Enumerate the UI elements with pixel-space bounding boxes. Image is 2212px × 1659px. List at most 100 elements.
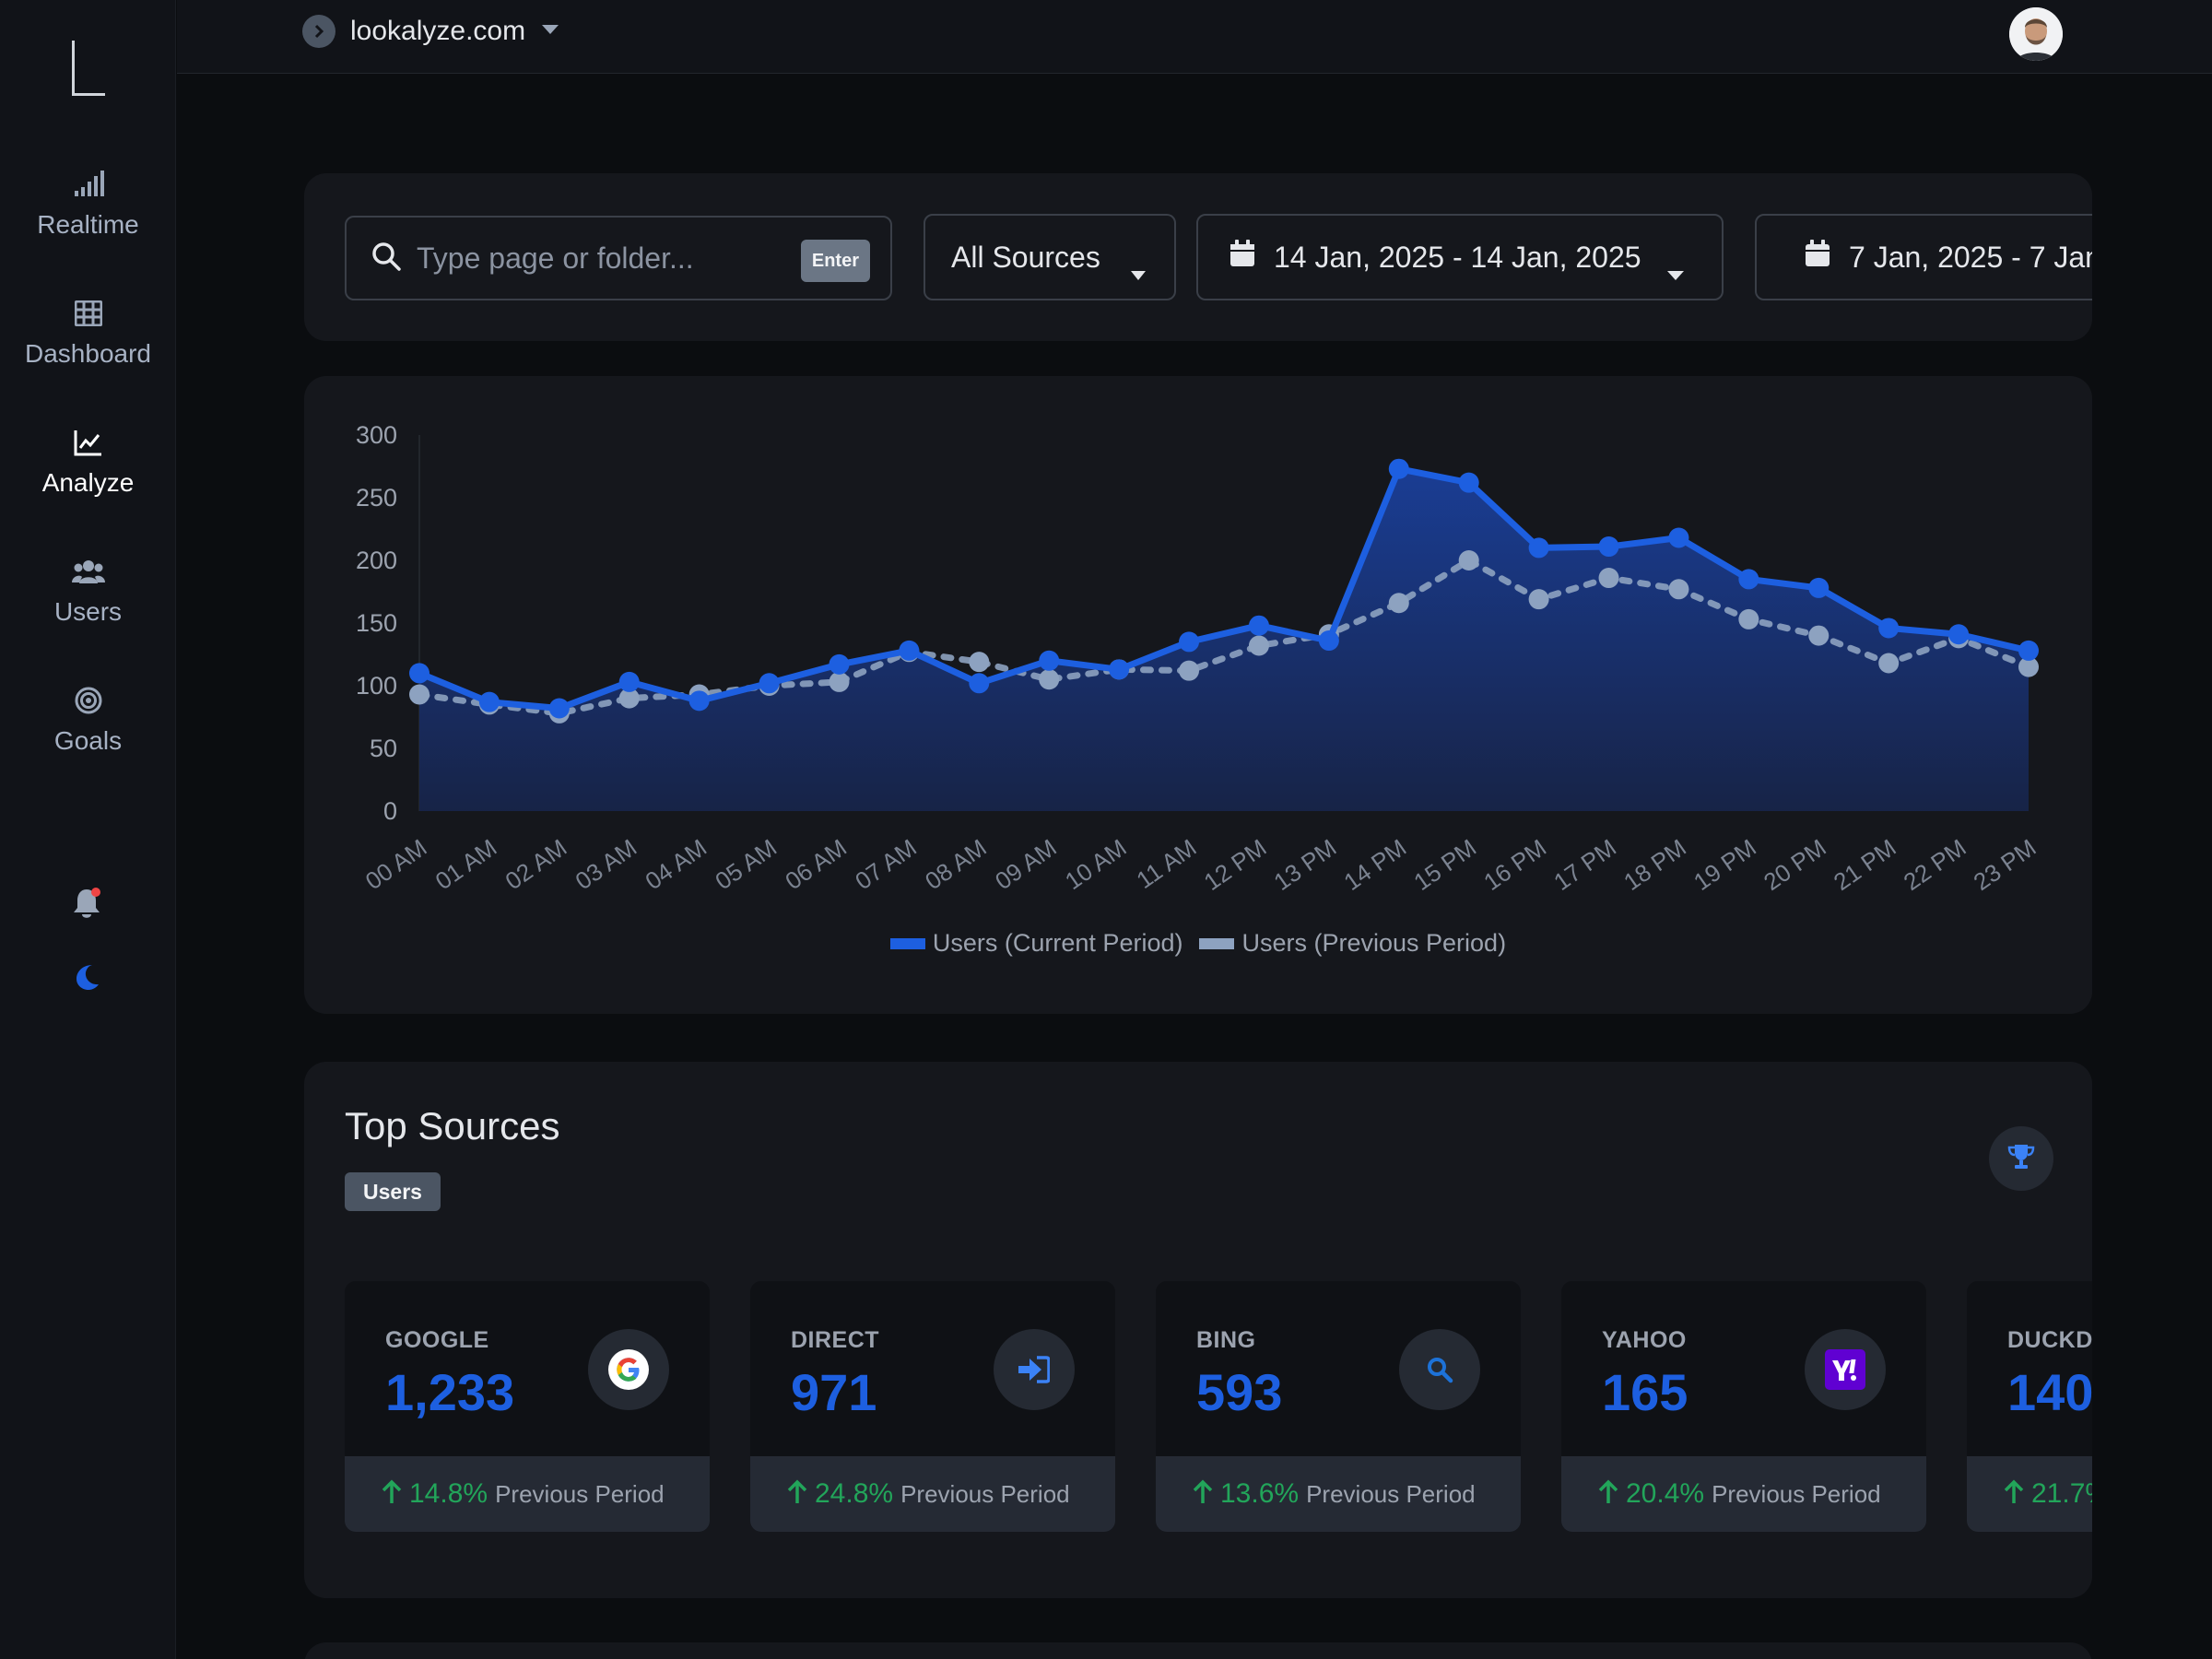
previous-period-point[interactable] <box>1598 568 1619 589</box>
source-tile-duckduckgo[interactable]: DUCKDUCKGO 140 21.7% Previous Period <box>1967 1281 2092 1532</box>
source-change: 13.6% <box>1220 1478 1300 1509</box>
current-period-point[interactable] <box>1318 630 1339 652</box>
previous-period-point[interactable] <box>2018 656 2039 677</box>
source-tile-bing[interactable]: BING 593 13.6% Previous Period <box>1156 1281 1521 1532</box>
current-period-point[interactable] <box>2018 640 2039 661</box>
previous-period-point[interactable] <box>1179 660 1200 681</box>
source-tile-yahoo[interactable]: YAHOO 165 20.4% Previous Period <box>1561 1281 1926 1532</box>
previous-period-point[interactable] <box>1248 635 1269 656</box>
source-tile-google[interactable]: GOOGLE 1,233 14.8% Previous Period <box>345 1281 710 1532</box>
current-date-text: 14 Jan, 2025 - 14 Jan, 2025 <box>1274 240 1641 274</box>
previous-period-point[interactable] <box>618 688 640 709</box>
metric-chip[interactable]: Users <box>345 1172 441 1211</box>
current-period-point[interactable] <box>1878 618 1900 639</box>
current-period-line <box>418 465 2030 712</box>
current-period-point[interactable] <box>899 640 920 661</box>
current-period-point[interactable] <box>618 671 640 692</box>
current-period-point[interactable] <box>1668 527 1689 548</box>
legend-previous[interactable]: Users (Previous Period) <box>1199 929 1506 958</box>
search-icon <box>1399 1329 1480 1410</box>
google-icon <box>588 1329 669 1410</box>
source-change: 20.4% <box>1626 1478 1705 1509</box>
source-name: BING <box>1196 1327 1256 1353</box>
previous-period-point[interactable] <box>409 684 429 705</box>
current-period-point[interactable] <box>1458 472 1479 493</box>
y-tick-label: 300 <box>356 421 397 449</box>
x-tick-label: 18 PM <box>1618 833 1691 896</box>
current-period-point[interactable] <box>688 690 710 712</box>
line-chart-icon <box>74 422 103 463</box>
page-search[interactable]: Enter <box>345 216 892 300</box>
chart-legend: Users (Current Period) Users (Previous P… <box>304 929 2092 958</box>
current-period-point[interactable] <box>1388 458 1409 479</box>
y-tick-label: 100 <box>356 672 397 700</box>
current-period-point[interactable] <box>829 653 850 675</box>
previous-period-point[interactable] <box>1668 579 1689 600</box>
nav-users[interactable]: Users <box>0 551 176 662</box>
y-tick-label: 200 <box>356 547 397 574</box>
nav-dashboard[interactable]: Dashboard <box>0 293 176 404</box>
source-caption: Previous Period <box>495 1479 665 1508</box>
x-tick-label: 15 PM <box>1408 833 1481 896</box>
site-switcher[interactable]: lookalyze.com <box>302 15 560 48</box>
user-avatar[interactable] <box>2009 7 2063 61</box>
current-period-point[interactable] <box>1808 577 1830 598</box>
dark-mode-moon-icon[interactable] <box>68 959 105 995</box>
x-tick-label: 01 AM <box>430 833 502 895</box>
previous-period-point[interactable] <box>1388 593 1409 614</box>
previous-period-point[interactable] <box>1528 589 1549 610</box>
notifications-bell-icon[interactable] <box>68 885 105 922</box>
source-caption: Previous Period <box>1712 1479 1881 1508</box>
current-period-point[interactable] <box>1179 631 1200 653</box>
x-tick-label: 22 PM <box>1899 833 1971 896</box>
current-period-point[interactable] <box>548 698 570 719</box>
search-input[interactable] <box>417 241 785 276</box>
nav-realtime[interactable]: Realtime <box>0 164 176 275</box>
source-change: 21.7% <box>2031 1478 2092 1509</box>
app-logo[interactable] <box>72 41 105 96</box>
previous-date-range[interactable]: 7 Jan, 2025 - 7 Jan, 2025 <box>1755 214 2092 300</box>
current-period-point[interactable] <box>1039 650 1060 671</box>
legend-current[interactable]: Users (Current Period) <box>889 929 1182 958</box>
caret-down-icon <box>1130 254 1147 288</box>
previous-period-point[interactable] <box>1458 550 1479 571</box>
previous-period-point[interactable] <box>969 652 990 673</box>
current-period-point[interactable] <box>409 663 429 684</box>
previous-period-point[interactable] <box>1808 625 1830 646</box>
previous-period-point[interactable] <box>1039 669 1060 690</box>
previous-period-point[interactable] <box>829 671 850 692</box>
source-value: 971 <box>791 1363 877 1421</box>
current-period-point[interactable] <box>1738 569 1759 590</box>
calendar-icon <box>1230 240 1255 275</box>
x-tick-label: 19 PM <box>1688 833 1761 896</box>
current-period-point[interactable] <box>759 673 780 694</box>
current-period-point[interactable] <box>1598 536 1619 558</box>
source-select[interactable]: All Sources <box>924 214 1176 300</box>
current-period-point[interactable] <box>478 691 500 712</box>
source-caption: Previous Period <box>1306 1479 1476 1508</box>
source-change: 24.8% <box>815 1478 894 1509</box>
source-change-footer: 21.7% Previous Period <box>1967 1456 2092 1532</box>
current-period-point[interactable] <box>969 673 990 694</box>
nav-analyze[interactable]: Analyze <box>0 422 176 533</box>
top-bar: lookalyze.com <box>177 0 2212 74</box>
arrow-up-icon <box>382 1479 402 1510</box>
previous-period-point[interactable] <box>1738 608 1759 629</box>
current-period-point[interactable] <box>1248 615 1269 636</box>
current-period-point[interactable] <box>1528 537 1549 559</box>
previous-period-point[interactable] <box>1878 653 1900 674</box>
trophy-button[interactable] <box>1989 1126 2053 1191</box>
source-tile-direct[interactable]: DIRECT 971 24.8% Previous Period <box>750 1281 1115 1532</box>
source-value: 165 <box>1602 1363 1688 1421</box>
arrow-up-icon <box>1193 1479 1213 1510</box>
nav-goals[interactable]: Goals <box>0 680 176 791</box>
chevron-right-icon <box>302 15 335 48</box>
top-sources-card: Top Sources Users GOOGLE 1,233 14.8% Pre… <box>304 1062 2092 1598</box>
previous-period-line <box>416 556 2032 717</box>
current-date-range[interactable]: 14 Jan, 2025 - 14 Jan, 2025 <box>1196 214 1724 300</box>
current-period-point[interactable] <box>1109 659 1130 680</box>
current-period-point[interactable] <box>1948 624 1970 645</box>
x-tick-label: 08 AM <box>920 833 992 895</box>
y-tick-label: 50 <box>370 735 397 762</box>
enter-button[interactable]: Enter <box>800 240 870 282</box>
